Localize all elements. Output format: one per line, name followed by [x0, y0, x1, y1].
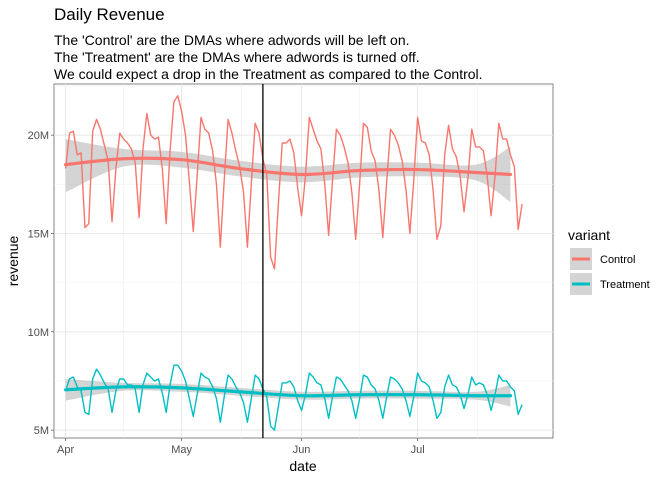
legend-label-treatment: Treatment [600, 279, 650, 291]
chart-subtitle-line: The 'Control' are the DMAs where adwords… [54, 32, 410, 48]
y-tick-label: 20M [28, 130, 49, 142]
smooth-line-control [64, 156, 513, 177]
chart-subtitle-line: The 'Treatment' are the DMAs where adwor… [54, 49, 420, 65]
legend: variant Control Treatment [568, 227, 650, 295]
chart-subtitle-line: We could expect a drop in the Treatment … [54, 66, 483, 82]
x-tick-label: Apr [57, 444, 74, 456]
y-axis: 5M 10M 15M 20M [28, 130, 54, 437]
plot-panel [53, 83, 554, 439]
series-line-control [64, 95, 523, 270]
y-tick-label: 10M [28, 327, 49, 339]
legend-title: variant [568, 227, 610, 243]
x-axis-title: date [289, 458, 316, 474]
y-tick-label: 5M [34, 425, 49, 437]
confidence-band-control [65, 139, 511, 202]
confidence-band-treatment [65, 379, 511, 407]
smooth-lines [64, 156, 513, 398]
y-axis-title: revenue [5, 235, 21, 286]
x-tick-label: Jul [411, 444, 425, 456]
series-lines [64, 95, 523, 431]
smooth-line-treatment [64, 385, 513, 398]
confidence-bands [65, 139, 511, 407]
y-tick-label: 15M [28, 228, 49, 240]
series-line-treatment [64, 364, 523, 431]
x-tick-label: Jun [293, 444, 311, 456]
x-tick-label: May [171, 444, 192, 456]
legend-label-control: Control [600, 254, 635, 266]
x-axis: Apr May Jun Jul [57, 438, 425, 456]
chart-title: Daily Revenue [54, 5, 165, 24]
